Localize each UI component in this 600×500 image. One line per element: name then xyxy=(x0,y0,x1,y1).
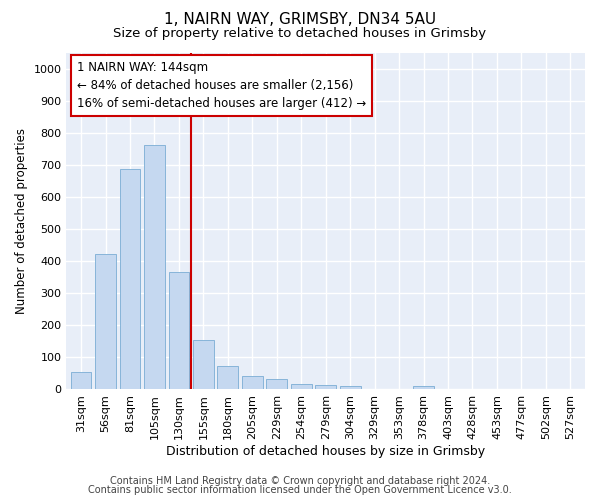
Bar xyxy=(119,170,140,389)
Text: Contains public sector information licensed under the Open Government Licence v3: Contains public sector information licen… xyxy=(88,485,512,495)
Y-axis label: Number of detached properties: Number of detached properties xyxy=(15,128,28,314)
X-axis label: Distribution of detached houses by size in Grimsby: Distribution of detached houses by size … xyxy=(166,444,485,458)
Bar xyxy=(144,146,165,389)
Bar xyxy=(169,272,190,389)
Bar xyxy=(291,384,311,389)
Bar xyxy=(193,340,214,389)
Bar xyxy=(340,386,361,389)
Bar xyxy=(413,386,434,389)
Bar xyxy=(242,376,263,389)
Bar xyxy=(316,386,336,389)
Text: Contains HM Land Registry data © Crown copyright and database right 2024.: Contains HM Land Registry data © Crown c… xyxy=(110,476,490,486)
Bar xyxy=(95,254,116,389)
Bar xyxy=(217,366,238,389)
Text: Size of property relative to detached houses in Grimsby: Size of property relative to detached ho… xyxy=(113,28,487,40)
Text: 1, NAIRN WAY, GRIMSBY, DN34 5AU: 1, NAIRN WAY, GRIMSBY, DN34 5AU xyxy=(164,12,436,28)
Bar xyxy=(71,372,91,389)
Text: 1 NAIRN WAY: 144sqm
← 84% of detached houses are smaller (2,156)
16% of semi-det: 1 NAIRN WAY: 144sqm ← 84% of detached ho… xyxy=(77,61,366,110)
Bar xyxy=(266,380,287,389)
